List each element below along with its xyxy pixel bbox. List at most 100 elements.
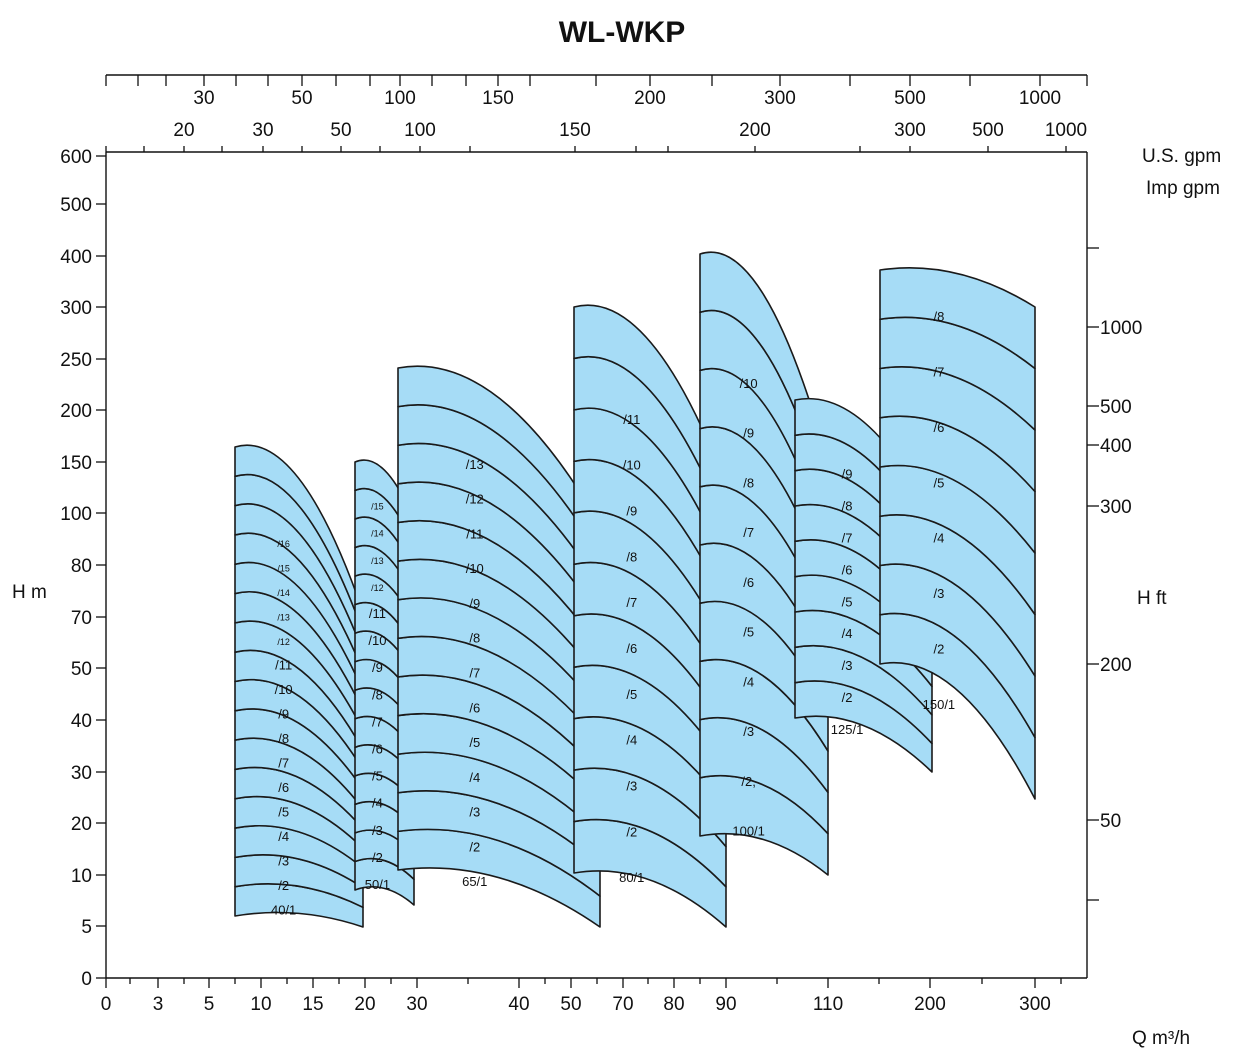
y-left-tick-label: 30 bbox=[71, 763, 92, 784]
pump-stage-label: /5 bbox=[626, 687, 637, 702]
pump-stage-label: /2 bbox=[842, 690, 853, 705]
pump-stage-label: /14 bbox=[277, 588, 290, 598]
x-tick-label: 3 bbox=[153, 994, 164, 1015]
pump-stage-label: /3 bbox=[469, 805, 480, 820]
y-left-tick-label: 5 bbox=[81, 917, 92, 938]
pump-stage-label: /8 bbox=[933, 309, 944, 324]
pump-bands bbox=[234, 251, 1036, 928]
x-tick-label: 300 bbox=[1019, 994, 1051, 1015]
y-left-tick-label: 150 bbox=[60, 453, 92, 474]
pump-stage-label: /2 bbox=[933, 641, 944, 656]
y-left-tick-label: 70 bbox=[71, 608, 92, 629]
pump-band-labels: 40/1/2/3/4/5/6/7/8/9/10/11/12/13/14/15/1… bbox=[271, 309, 955, 917]
pump-stage-label: /10 bbox=[623, 458, 641, 473]
pump-stage-label: /16 bbox=[277, 539, 290, 549]
y-right-tick-label: 300 bbox=[1100, 497, 1132, 518]
imp-gpm-tick-label: 30 bbox=[252, 120, 273, 141]
pump-stage-label: /6 bbox=[469, 700, 480, 715]
imp-gpm-tick-label: 300 bbox=[894, 120, 926, 141]
pump-stage-label: /15 bbox=[371, 502, 384, 512]
imp-gpm-tick-label: 500 bbox=[972, 120, 1004, 141]
imp-gpm-tick-label: 200 bbox=[739, 120, 771, 141]
x-tick-label: 20 bbox=[354, 994, 375, 1015]
us-gpm-unit: U.S. gpm bbox=[1142, 146, 1221, 167]
x-tick-label: 50 bbox=[560, 994, 581, 1015]
y-right-tick-label: 500 bbox=[1100, 397, 1132, 418]
pump-stage-label: /7 bbox=[469, 666, 480, 681]
pump-stage-label: /13 bbox=[371, 556, 384, 566]
pump-stage-label: /10 bbox=[740, 376, 758, 391]
y-left-tick-label: 80 bbox=[71, 556, 92, 577]
y-left-tick-label: 600 bbox=[60, 147, 92, 168]
pump-stage-label: /6 bbox=[743, 575, 754, 590]
pump-stage-label: /4 bbox=[372, 796, 383, 811]
pump-stage-label: /5 bbox=[933, 475, 944, 490]
pump-stage-label: /5 bbox=[842, 594, 853, 609]
y-left-tick-label: 100 bbox=[60, 504, 92, 525]
us-gpm-tick-label: 50 bbox=[291, 88, 312, 109]
y-axis-right-title: H ft bbox=[1137, 588, 1167, 609]
pump-stage-label: /3 bbox=[372, 823, 383, 838]
y-left-tick-label: 10 bbox=[71, 866, 92, 887]
pump-stage-label: /7 bbox=[933, 365, 944, 380]
pump-stage-label: /4 bbox=[278, 829, 289, 844]
us-gpm-tick-label: 150 bbox=[482, 88, 514, 109]
imp-gpm-tick-label: 20 bbox=[173, 120, 194, 141]
x-axis-title: Q m³/h bbox=[1132, 1028, 1190, 1049]
pump-stage-label: /8 bbox=[743, 475, 754, 490]
us-gpm-tick-label: 500 bbox=[894, 88, 926, 109]
pump-stage-label: /3 bbox=[278, 853, 289, 868]
pump-stage-label: /9 bbox=[372, 660, 383, 675]
pump-stage-label: /4 bbox=[743, 674, 754, 689]
us-gpm-tick-label: 30 bbox=[193, 88, 214, 109]
y-left-tick-label: 300 bbox=[60, 298, 92, 319]
pump-stage-label: /9 bbox=[278, 706, 289, 721]
pump-stage-label: /11 bbox=[369, 606, 386, 621]
pump-stage-label: /4 bbox=[469, 770, 480, 785]
pump-stage-label: /2 bbox=[469, 839, 480, 854]
pump-stage-label: /7 bbox=[626, 595, 637, 610]
pump-stage-label: /13 bbox=[277, 612, 290, 622]
us-gpm-tick-label: 300 bbox=[764, 88, 796, 109]
pump-stage-label: /7 bbox=[842, 530, 853, 545]
imp-gpm-tick-label: 150 bbox=[559, 120, 591, 141]
y-left-tick-label: 500 bbox=[60, 195, 92, 216]
pump-stage-label: /12 bbox=[277, 637, 290, 647]
pump-stage-label: /11 bbox=[466, 526, 483, 541]
pump-stage-label: /6 bbox=[933, 420, 944, 435]
pump-stage-label: /2 bbox=[372, 850, 383, 865]
pump-stage-label: /8 bbox=[842, 498, 853, 513]
pump-stage-label: /11 bbox=[275, 657, 292, 672]
pump-stage-label: /6 bbox=[842, 562, 853, 577]
pump-stage-label: /2 bbox=[278, 878, 289, 893]
y-left-tick-label: 50 bbox=[71, 659, 92, 680]
pump-stage-label: /3 bbox=[626, 778, 637, 793]
x-tick-label: 80 bbox=[663, 994, 684, 1015]
pump-stage-label: /8 bbox=[626, 549, 637, 564]
x-tick-label: 5 bbox=[204, 994, 215, 1015]
x-tick-label: 30 bbox=[406, 994, 427, 1015]
pump-stage-label: /3 bbox=[842, 658, 853, 673]
axis-ticks bbox=[96, 75, 1099, 988]
pump-stage-label: /11 bbox=[623, 412, 640, 427]
pump-stage-label: 40/1 bbox=[271, 902, 296, 917]
imp-gpm-tick-label: 100 bbox=[404, 120, 436, 141]
x-tick-label: 15 bbox=[302, 994, 323, 1015]
x-tick-label: 90 bbox=[715, 994, 736, 1015]
pump-stage-label: /5 bbox=[743, 625, 754, 640]
y-left-tick-label: 0 bbox=[81, 969, 92, 990]
x-tick-label: 200 bbox=[914, 994, 946, 1015]
pump-stage-label: /3 bbox=[933, 586, 944, 601]
pump-stage-label: /9 bbox=[842, 466, 853, 481]
pump-stage-label: /8 bbox=[372, 687, 383, 702]
us-gpm-tick-label: 1000 bbox=[1019, 88, 1061, 109]
pump-stage-label: /9 bbox=[469, 596, 480, 611]
pump-stage-label: /4 bbox=[626, 733, 637, 748]
pump-stage-label: /3 bbox=[743, 724, 754, 739]
pump-stage-label: 150/1 bbox=[923, 697, 956, 712]
pump-stage-label: /9 bbox=[743, 426, 754, 441]
pump-stage-label: /10 bbox=[275, 682, 293, 697]
pump-stage-label: /4 bbox=[842, 626, 853, 641]
x-tick-label: 0 bbox=[101, 994, 112, 1015]
